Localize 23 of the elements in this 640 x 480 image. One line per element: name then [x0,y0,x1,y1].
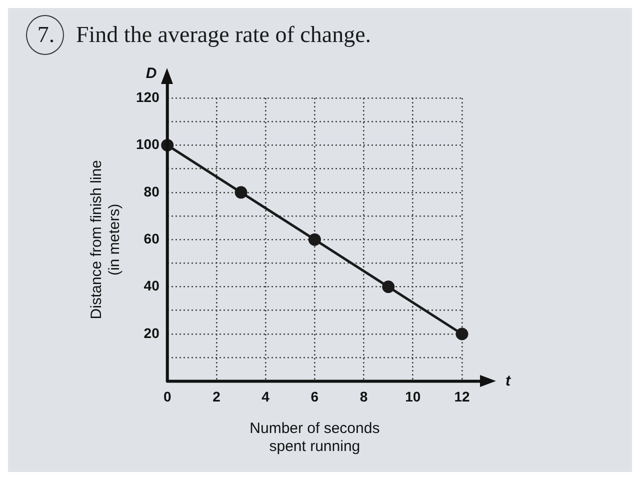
point [456,328,468,340]
y-axis-title: Distance from finish line (in meters) [88,160,124,320]
x-tick-label: 10 [405,388,421,404]
x-tick-label: 0 [163,388,172,404]
y-tick-label: 60 [144,230,160,246]
x-tick-label: 8 [360,388,368,404]
y-tick-label: 100 [136,136,160,152]
x-tick-label: 6 [310,388,319,404]
chart-title: Find the average rate of change. [76,22,372,48]
x-tick-label: 12 [454,388,470,404]
x-tick-label: 2 [212,388,221,404]
text: 7. [37,22,55,47]
point [382,280,395,294]
x-axis-title: Number of seconds spent running [250,420,380,456]
y-tick-label: 40 [144,278,160,294]
y-tick-label: 120 [136,88,160,105]
y-tick-label: 80 [144,183,160,200]
text: D [146,65,157,82]
y-tick-label: 20 [144,324,160,341]
point [308,233,321,246]
x-tick-label: 4 [262,388,270,404]
text: t [506,372,512,390]
point [234,186,248,199]
